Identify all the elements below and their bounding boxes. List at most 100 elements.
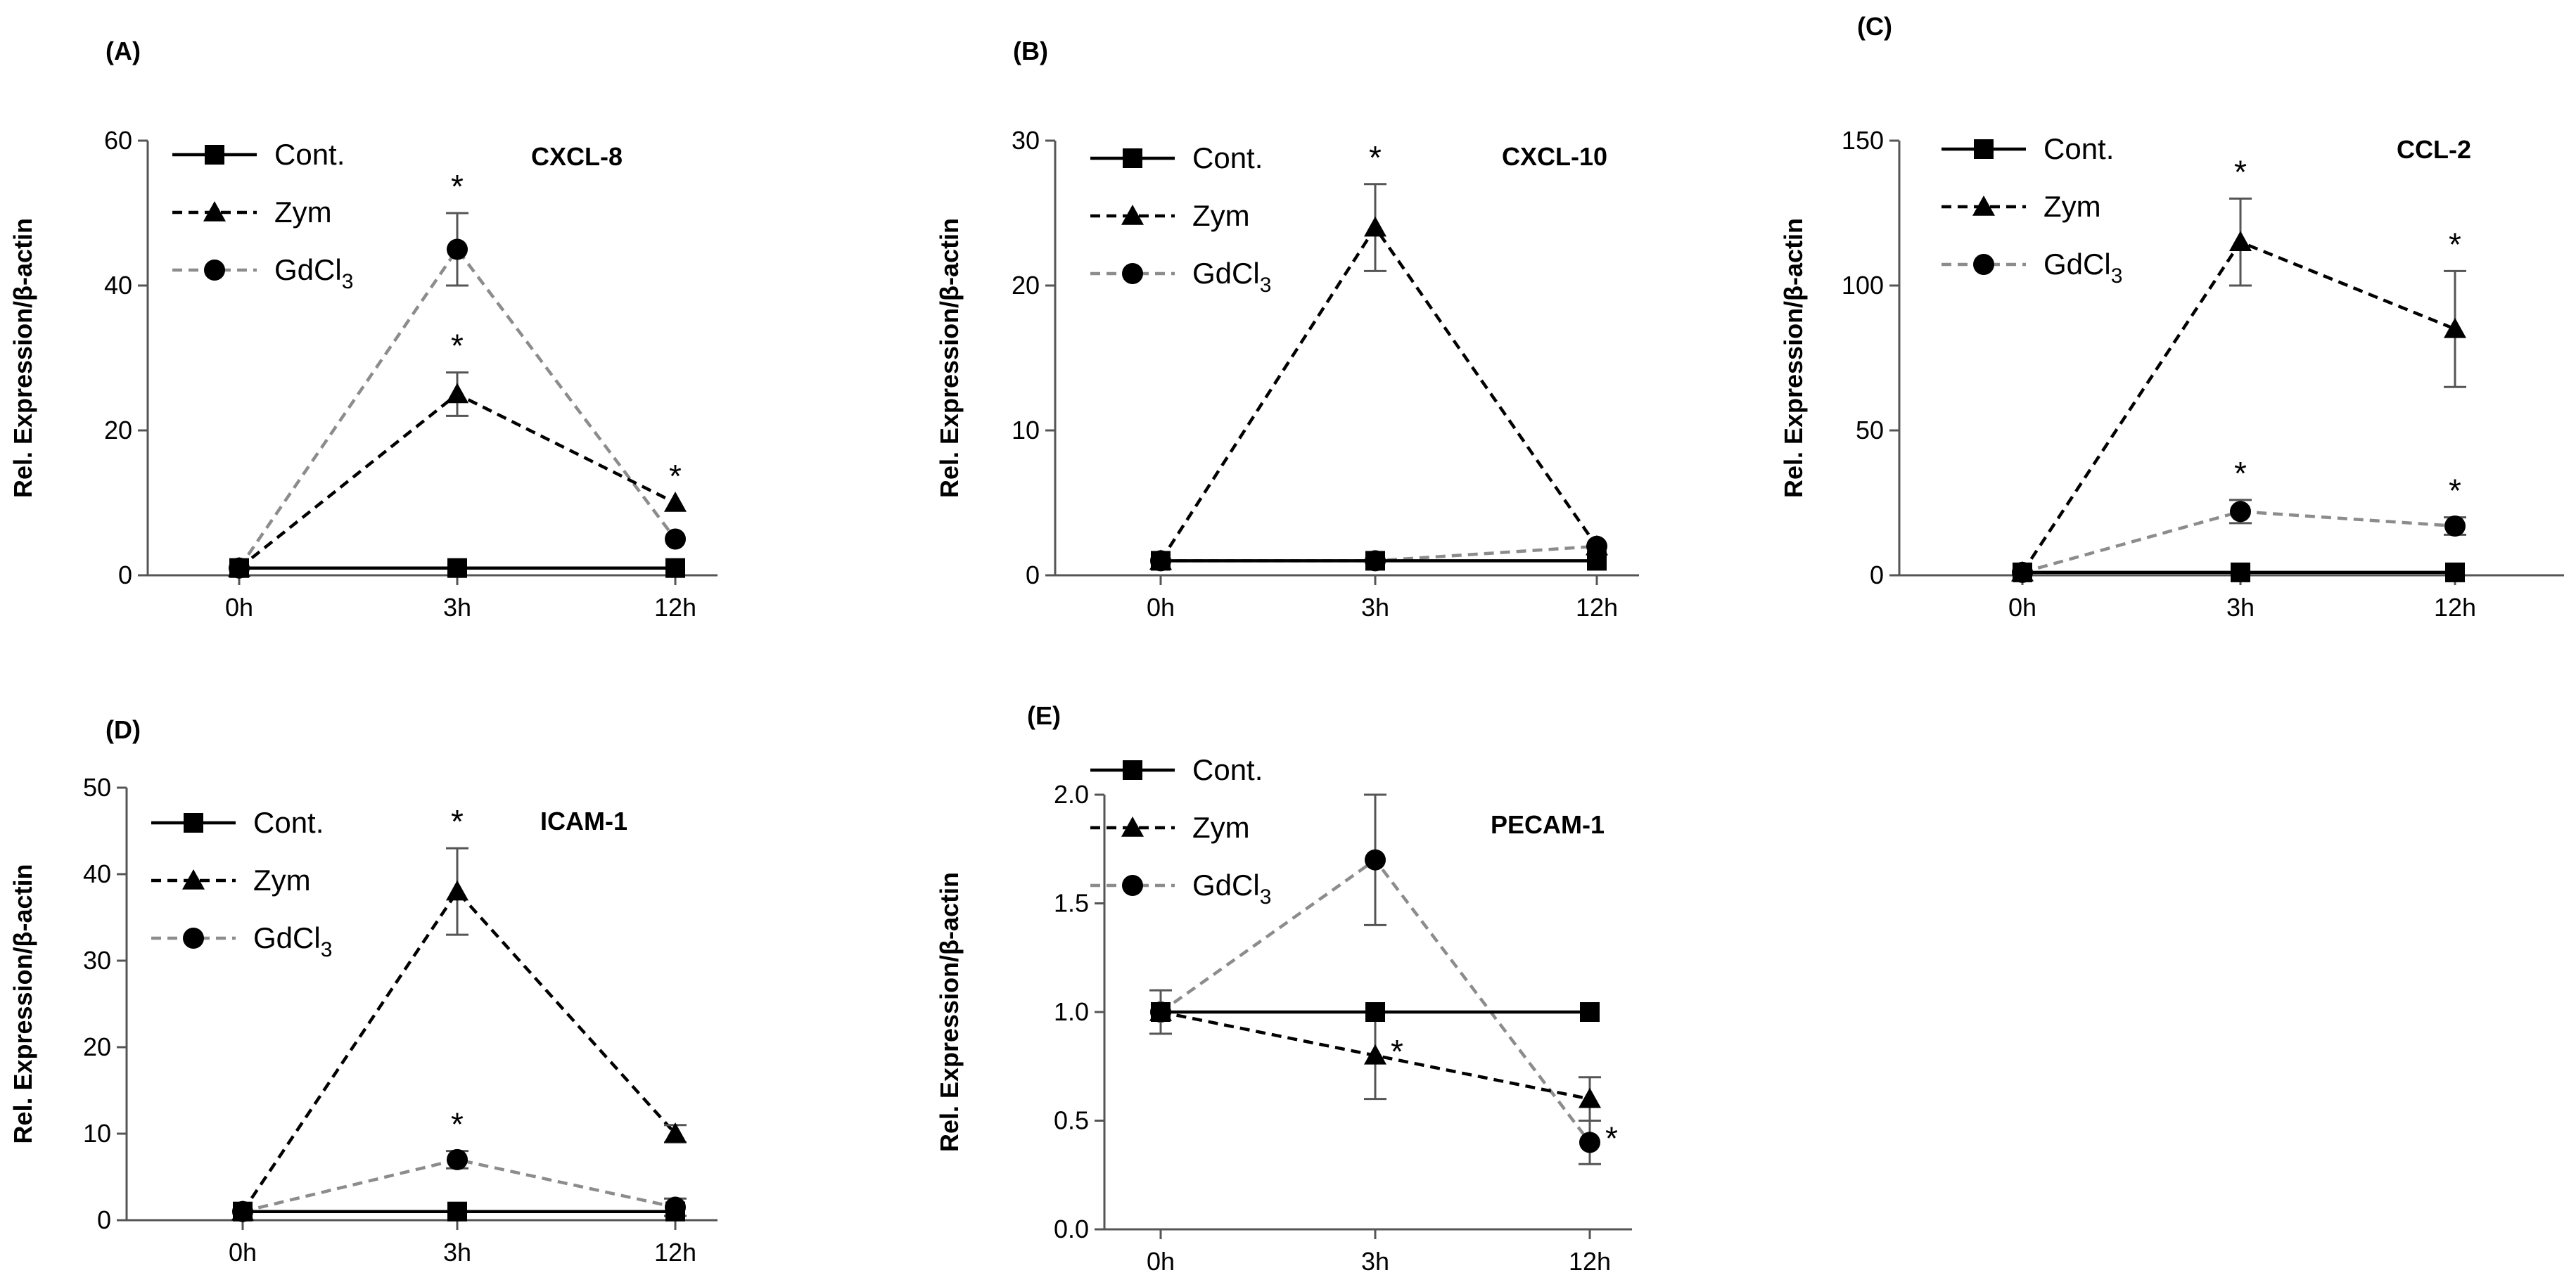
point-gdcl3 xyxy=(665,528,686,550)
point-cont xyxy=(447,558,467,578)
point-cont xyxy=(665,558,685,578)
point-zym xyxy=(2444,317,2466,338)
panel-b: (B) 0 10 20 30 0h 3h 12h Rel. Expression/β-actin… xyxy=(935,37,1639,622)
point-cont xyxy=(2013,562,2032,582)
y-tick-label: 40 xyxy=(83,859,111,888)
significance-star: * xyxy=(2234,455,2247,492)
legend-subscript: 3 xyxy=(342,270,354,293)
panel-a: (A) 0 20 40 60 0h 3h 12h Rel. Expression/β-actin… xyxy=(8,37,718,622)
legend-marker-gdcl3 xyxy=(183,928,204,949)
legend-marker-zym xyxy=(182,869,205,890)
significance-star: * xyxy=(1369,139,1382,176)
x-tick-label: 12h xyxy=(654,593,696,622)
y-tick-label: 0 xyxy=(1870,561,1884,589)
x-tick-label: 12h xyxy=(654,1238,696,1267)
y-tick-label: 40 xyxy=(104,271,132,300)
x-tick-label: 12h xyxy=(2434,593,2476,622)
y-tick-label: 0.0 xyxy=(1054,1215,1089,1243)
x-tick-label: 3h xyxy=(443,593,471,622)
y-tick-label: 0 xyxy=(118,561,132,589)
y-tick-label: 50 xyxy=(83,773,111,802)
point-zym xyxy=(446,383,468,404)
point-gdcl3 xyxy=(2230,501,2251,523)
legend-marker-gdcl3 xyxy=(204,260,225,281)
significance-star: * xyxy=(2449,226,2461,262)
point-zym xyxy=(1364,1044,1386,1065)
y-axis-label: Rel. Expression/β-actin xyxy=(935,218,964,498)
point-cont xyxy=(233,1201,253,1222)
legend-label-zym: Zym xyxy=(253,864,311,897)
legend-marker-cont xyxy=(1974,139,1994,159)
x-tick-label: 3h xyxy=(1361,1247,1389,1276)
x-tick-label: 3h xyxy=(2226,593,2255,622)
chart-title: CXCL-8 xyxy=(531,142,623,171)
y-tick-label: 50 xyxy=(1856,416,1884,444)
legend-label-zym: Zym xyxy=(2043,190,2101,223)
x-tick-label: 0h xyxy=(2008,593,2036,622)
series-line-zym xyxy=(241,888,677,1212)
point-gdcl3 xyxy=(1365,849,1386,871)
point-cont xyxy=(2445,562,2465,582)
series-line-zym xyxy=(238,392,677,570)
point-zym xyxy=(664,1122,687,1143)
legend-marker-cont xyxy=(205,145,224,165)
x-tick-label: 0h xyxy=(229,1238,257,1267)
y-tick-label: 100 xyxy=(1842,271,1884,300)
legend-marker-cont xyxy=(184,813,203,833)
point-zym xyxy=(1586,534,1608,556)
point-gdcl3 xyxy=(447,238,468,260)
point-cont xyxy=(1365,1002,1385,1022)
point-gdcl3 xyxy=(2444,515,2466,537)
y-tick-label: 20 xyxy=(1012,271,1040,300)
legend-marker-cont xyxy=(1123,760,1142,780)
point-cont xyxy=(1151,1002,1171,1022)
y-tick-label: 30 xyxy=(1012,126,1040,155)
panel-letter: (D) xyxy=(106,715,141,744)
legend-label-gdcl3: GdCl3 xyxy=(2043,248,2122,288)
legend-marker-zym xyxy=(203,201,226,222)
y-tick-label: 20 xyxy=(83,1032,111,1061)
significance-star: * xyxy=(451,168,464,205)
legend-label-cont: Cont. xyxy=(1192,141,1263,174)
y-tick-label: 0 xyxy=(97,1205,111,1234)
x-tick-label: 0h xyxy=(1147,593,1175,622)
y-axis-label: Rel. Expression/β-actin xyxy=(8,864,37,1144)
y-tick-label: 10 xyxy=(83,1119,111,1148)
point-zym xyxy=(446,880,468,901)
point-zym xyxy=(664,492,687,512)
legend-marker-zym xyxy=(1121,205,1144,225)
legend-marker-gdcl3 xyxy=(1122,263,1143,284)
legend-label-gdcl3: GdCl3 xyxy=(274,253,353,293)
y-tick-label: 0 xyxy=(1026,561,1040,589)
legend-marker-cont xyxy=(1123,148,1142,168)
y-tick-label: 2.0 xyxy=(1054,780,1089,809)
legend-label-zym: Zym xyxy=(274,196,332,229)
y-tick-label: 1.5 xyxy=(1054,889,1089,918)
x-tick-label: 0h xyxy=(1147,1247,1175,1276)
chart-title: PECAM-1 xyxy=(1491,810,1605,839)
legend-marker-zym xyxy=(1121,817,1144,837)
point-cont xyxy=(665,1201,685,1222)
significance-star: * xyxy=(451,328,464,364)
series-line-gdcl3 xyxy=(242,1158,676,1213)
y-tick-label: 60 xyxy=(104,126,132,155)
significance-star: * xyxy=(451,1106,464,1143)
y-tick-label: 150 xyxy=(1842,126,1884,155)
y-tick-label: 1.0 xyxy=(1054,997,1089,1026)
panel-c: (C) 0 50 100 150 0h 3h 12h Rel. Expression/β-act… xyxy=(1779,12,2564,622)
legend-label-cont: Cont. xyxy=(274,138,345,171)
significance-star: * xyxy=(2449,473,2461,509)
legend-subscript: 3 xyxy=(2111,264,2123,288)
significance-star: * xyxy=(451,803,464,840)
point-cont xyxy=(1587,551,1607,571)
y-tick-label: 10 xyxy=(1012,416,1040,444)
point-cont xyxy=(2231,562,2250,582)
legend-label-cont: Cont. xyxy=(1192,753,1263,786)
point-zym xyxy=(2229,231,2252,251)
legend-subscript: 3 xyxy=(1260,885,1272,909)
legend-marker-zym xyxy=(1972,196,1995,216)
x-tick-label: 12h xyxy=(1569,1247,1611,1276)
legend-marker-gdcl3 xyxy=(1122,875,1143,896)
y-tick-label: 0.5 xyxy=(1054,1106,1089,1135)
